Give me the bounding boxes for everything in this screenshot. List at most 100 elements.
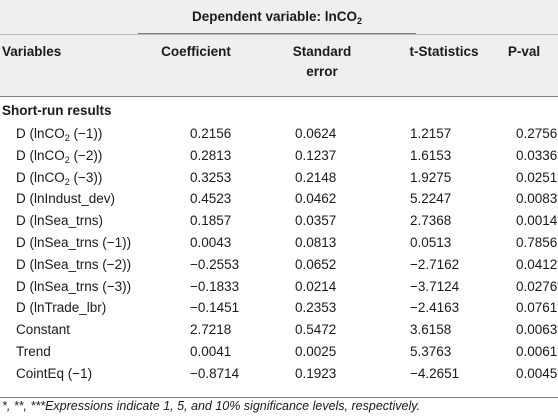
cell-variable: D (lnSea_trns (−2)): [16, 254, 131, 276]
header-variables: Variables: [2, 44, 62, 59]
table-row: D (lnCO2 (−1)) 0.2156 0.0624 1.2157 0.2756: [0, 123, 558, 145]
cell-p-value: 0.0276**: [516, 278, 558, 294]
dependent-variable-text: Dependent variable: lnCO: [191, 9, 358, 24]
table-row: Constant 2.7218 0.5472 3.6158 0.0063*: [0, 319, 558, 341]
table-row: D (lnIndust_dev) 0.4523 0.0462 5.2247 0.0083…: [0, 188, 558, 210]
table-row: D (lnSea_trns) 0.1857 0.0357 2.7368 0.0014*: [0, 210, 558, 232]
cell-variable: Constant: [16, 319, 70, 341]
variable-lag: (−1)): [69, 126, 103, 141]
cell-coefficient: 0.0041: [190, 343, 232, 359]
header-standard-error-line2: error: [306, 64, 338, 79]
variable-lag: (−3)): [69, 169, 103, 185]
cell-t-statistic: −2.4163: [410, 300, 460, 316]
header-rule: [0, 96, 558, 97]
table-row: D (lnSea_trns (−2)) −0.2553 0.0652 −2.7162 0…: [0, 254, 558, 276]
variable-text: D (lnSea_trns (−2)): [16, 256, 132, 272]
variable-text: Constant: [16, 322, 71, 338]
cell-coefficient: −0.2553: [190, 256, 240, 272]
cell-p-value: 0.0412**: [516, 256, 558, 272]
footnote: *, **, ***Expressions indicate 1, 5, and…: [2, 399, 421, 413]
cell-t-statistic: 1.2157: [410, 126, 452, 141]
cell-p-value: 0.0061*: [516, 343, 558, 359]
cell-coefficient: 0.4523: [190, 191, 232, 207]
header-p-value: P-val: [507, 44, 541, 59]
dependent-variable-title: Dependent variable: lnCO2: [138, 9, 416, 26]
cell-coefficient: 0.2156: [190, 126, 232, 141]
cell-variable: D (lnSea_trns (−3)): [16, 276, 131, 298]
variable-text: D (lnSea_trns (−1)): [16, 234, 132, 250]
cell-standard-error: 0.5472: [295, 322, 337, 338]
cell-variable: CointEq (−1): [16, 363, 92, 385]
cell-variable: D (lnSea_trns): [16, 210, 103, 232]
cell-standard-error: 0.2353: [295, 300, 337, 316]
cell-t-statistic: 3.6158: [410, 322, 452, 338]
cell-standard-error: 0.0652: [295, 256, 337, 272]
dependent-variable-subscript: 2: [357, 16, 363, 26]
cell-standard-error: 0.0624: [295, 126, 337, 141]
variable-text: D (lnCO: [16, 147, 65, 163]
variable-text: D (lnIndust_dev): [16, 191, 116, 207]
variable-text: D (lnCO: [16, 169, 65, 185]
cell-coefficient: 0.0043: [190, 234, 232, 250]
cell-t-statistic: 1.9275: [410, 169, 452, 185]
cell-t-statistic: −3.7124: [410, 278, 460, 294]
variable-text: Trend: [16, 343, 51, 359]
cell-variable: Trend: [16, 341, 51, 363]
header-standard-error-line1: Standard: [292, 44, 352, 59]
dependent-underline: [138, 33, 416, 34]
cell-coefficient: −0.1833: [190, 278, 240, 294]
cell-standard-error: 0.0025: [295, 343, 337, 359]
table-row: D (lnTrade_lbr) −0.1451 0.2353 −2.4163 0.076…: [0, 297, 558, 319]
cell-standard-error: 0.0357: [295, 213, 337, 229]
cell-variable: D (lnTrade_lbr): [16, 297, 106, 319]
table-row: Trend 0.0041 0.0025 5.3763 0.0061*: [0, 341, 558, 363]
cell-variable: D (lnCO2 (−1)): [16, 123, 102, 145]
cell-p-value: 0.0336**: [516, 147, 558, 163]
table-row: D (lnSea_trns (−3)) −0.1833 0.0214 −3.7124 0…: [0, 276, 558, 298]
title-band: [0, 0, 558, 34]
cell-t-statistic: 5.3763: [410, 343, 452, 359]
table-body: D (lnCO2 (−1)) 0.2156 0.0624 1.2157 0.2756 D …: [0, 123, 558, 385]
header-band: [0, 34, 558, 96]
cell-p-value: 0.2756: [516, 126, 558, 141]
variable-subscript: 2: [64, 176, 70, 187]
cell-standard-error: 0.1237: [295, 147, 337, 163]
cell-t-statistic: 5.2247: [410, 191, 452, 207]
cell-p-value: 0.0014*: [516, 213, 558, 229]
table-row: D (lnCO2 (−3)) 0.3253 0.2148 1.9275 0.0251**: [0, 167, 558, 189]
table-row: D (lnSea_trns (−1)) 0.0043 0.0813 0.0513 0.7…: [0, 232, 558, 254]
table-row: D (lnCO2 (−2)) 0.2813 0.1237 1.6153 0.0336**: [0, 145, 558, 167]
header-coefficient: Coefficient: [161, 44, 231, 59]
cell-p-value: 0.0083*: [516, 191, 558, 207]
cell-variable: D (lnSea_trns (−1)): [16, 232, 131, 254]
cell-coefficient: 0.2813: [190, 147, 232, 163]
cell-coefficient: 2.7218: [190, 322, 232, 338]
cell-coefficient: −0.8714: [190, 365, 240, 381]
cell-t-statistic: 1.6153: [410, 147, 452, 163]
cell-variable: D (lnCO2 (−2)): [16, 145, 102, 167]
cell-p-value: 0.0045*: [516, 365, 558, 381]
variable-text: CointEq (−1): [16, 365, 93, 381]
cell-coefficient: 0.3253: [190, 169, 232, 185]
cell-standard-error: 0.0813: [295, 234, 337, 250]
cell-t-statistic: 2.7368: [410, 213, 452, 229]
variable-subscript: 2: [64, 133, 70, 143]
header-t-statistics: t-Statistics: [409, 44, 479, 59]
cell-coefficient: −0.1451: [190, 300, 240, 316]
variable-text: D (lnSea_trns): [16, 213, 104, 229]
header-standard-error: Standard error: [268, 42, 376, 82]
variable-lag: (−2)): [69, 147, 103, 163]
cell-t-statistic: 0.0513: [410, 234, 452, 250]
cell-p-value: 0.0063*: [516, 322, 558, 338]
section-title: Short-run results: [2, 103, 112, 118]
cell-variable: D (lnIndust_dev): [16, 188, 115, 210]
cell-t-statistic: −2.7162: [410, 256, 460, 272]
variable-text: D (lnSea_trns (−3)): [16, 278, 132, 294]
cell-coefficient: 0.1857: [190, 213, 232, 229]
cell-p-value: 0.0251**: [516, 169, 558, 185]
variable-subscript: 2: [64, 154, 70, 165]
cell-standard-error: 0.0462: [295, 191, 337, 207]
cell-standard-error: 0.2148: [295, 169, 337, 185]
cell-standard-error: 0.0214: [295, 278, 337, 294]
